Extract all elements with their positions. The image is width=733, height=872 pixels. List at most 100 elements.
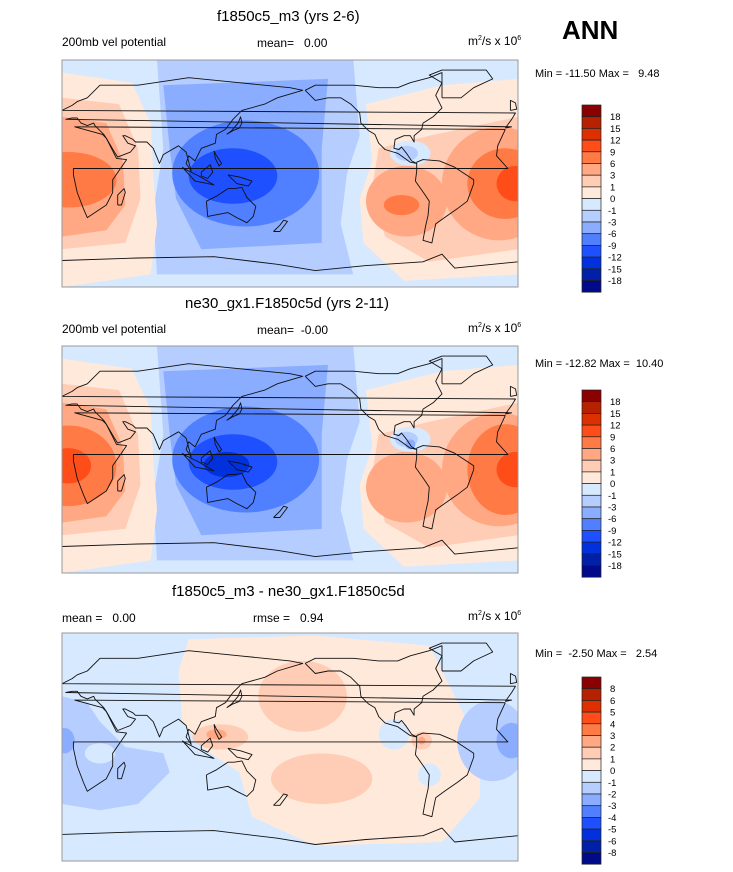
units-exp1: 2 — [478, 610, 482, 617]
colorbar-box — [581, 746, 602, 760]
colorbar-box — [581, 483, 602, 496]
coastline — [509, 99, 518, 111]
coastline — [200, 164, 214, 179]
colorbar-tick-label: -1 — [608, 206, 616, 217]
map-field — [62, 346, 518, 573]
coastline — [226, 689, 243, 709]
colorbar-box — [581, 459, 602, 473]
map-panel-3 — [61, 632, 519, 862]
panel-3-minmax: Min = -2.50 Max = 2.54 — [535, 648, 658, 660]
contour-band-9 — [62, 448, 92, 484]
colorbar-box — [581, 186, 602, 199]
coastline — [213, 724, 223, 740]
coastline — [62, 77, 516, 172]
colorbar-box — [581, 280, 602, 293]
coastline — [62, 363, 516, 458]
colorbar-box — [581, 565, 602, 578]
coastline — [273, 505, 288, 518]
colorbar-box — [581, 209, 602, 223]
colorbar-tick-label: 3 — [610, 171, 615, 182]
colorbar-tick-label: -3 — [608, 503, 616, 514]
colorbar-tick-label: -1 — [608, 491, 616, 502]
colorbar-box — [581, 541, 602, 555]
colorbar-tick-label: 6 — [610, 696, 615, 707]
colorbar-tick-label: 4 — [610, 719, 615, 730]
contour-band-1 — [271, 753, 373, 805]
colorbar-box — [581, 413, 602, 426]
panel-2-units: m2/s x 106 — [468, 321, 521, 335]
map-border — [61, 345, 519, 574]
colorbar-box — [581, 711, 602, 725]
units-exp2: 6 — [517, 35, 522, 42]
contour-band--2 — [496, 722, 518, 759]
colorbar-tick-label: 1 — [610, 182, 615, 193]
season-label: ANN — [562, 15, 619, 45]
contour-band--1 — [62, 696, 170, 811]
contour-band-6 — [62, 152, 117, 208]
map-panel-2 — [61, 345, 519, 574]
coastline — [181, 166, 215, 186]
coastline — [200, 737, 214, 753]
colorbar-tick-label: -6 — [608, 514, 616, 525]
colorbar-tick-label: 1 — [610, 467, 615, 478]
map-field — [62, 633, 518, 861]
coastline — [428, 355, 494, 385]
coastline — [181, 452, 215, 472]
panel-1-mean: mean= 0.00 — [257, 36, 328, 50]
colorbar-box — [581, 198, 602, 211]
coastline — [227, 174, 253, 187]
colorbar-tick-label: 15 — [610, 409, 621, 420]
units-mid: /s x 10 — [481, 34, 518, 48]
coastline — [509, 673, 518, 685]
colorbar-tick-label: -3 — [608, 801, 616, 812]
colorbar-box — [581, 401, 602, 414]
colorbar-tick-label: 3 — [610, 731, 615, 742]
panel-3-title: f1850c5_m3 - ne30_gx1.F1850c5d — [172, 583, 405, 600]
colorbar-box — [581, 735, 602, 748]
colorbar-tick-label: 9 — [610, 432, 615, 443]
colorbar-tick-label: -18 — [608, 561, 622, 572]
colorbar-box — [581, 245, 602, 258]
coastline — [273, 793, 288, 806]
map-border — [61, 632, 519, 862]
units-base: m — [468, 609, 478, 623]
colorbar-box — [581, 758, 602, 771]
units-exp1: 2 — [478, 35, 482, 42]
colorbar-box — [581, 116, 602, 129]
colorbar-tick-label: 0 — [610, 766, 615, 777]
coastline — [226, 402, 243, 421]
colorbar-box — [581, 494, 602, 508]
colorbar-tick-label: 8 — [610, 684, 615, 695]
contour-band-9 — [496, 451, 518, 488]
contour-band--12 — [203, 451, 250, 478]
colorbar-box — [581, 436, 602, 449]
colorbar-box — [581, 553, 602, 566]
coastline — [227, 460, 253, 473]
coastline — [428, 642, 494, 672]
colorbar-box — [581, 852, 602, 865]
panel-2-title: ne30_gx1.F1850c5d (yrs 2-11) — [185, 295, 390, 312]
colorbar-tick-label: -6 — [608, 229, 616, 240]
coastline — [227, 747, 253, 761]
colorbar-box — [581, 770, 602, 783]
units-exp2: 6 — [517, 322, 522, 329]
colorbar-box — [581, 817, 602, 830]
coastline — [213, 436, 223, 453]
coastline — [226, 116, 243, 135]
colorbar-tick-label: -15 — [608, 549, 622, 560]
colorbar-tick-label: -2 — [608, 790, 616, 801]
colorbar-box — [581, 700, 602, 713]
colorbar-tick-label: -1 — [608, 778, 616, 789]
panel-1-left-label: 200mb vel potential — [62, 35, 167, 49]
panel-2-left-label: 200mb vel potential — [62, 322, 167, 336]
coastline — [117, 761, 126, 780]
colorbar-box — [581, 471, 602, 484]
coastline — [509, 385, 518, 397]
colorbar-box — [581, 128, 602, 141]
colorbar-box — [581, 781, 602, 795]
coastline — [181, 740, 215, 759]
map-border — [61, 59, 519, 288]
